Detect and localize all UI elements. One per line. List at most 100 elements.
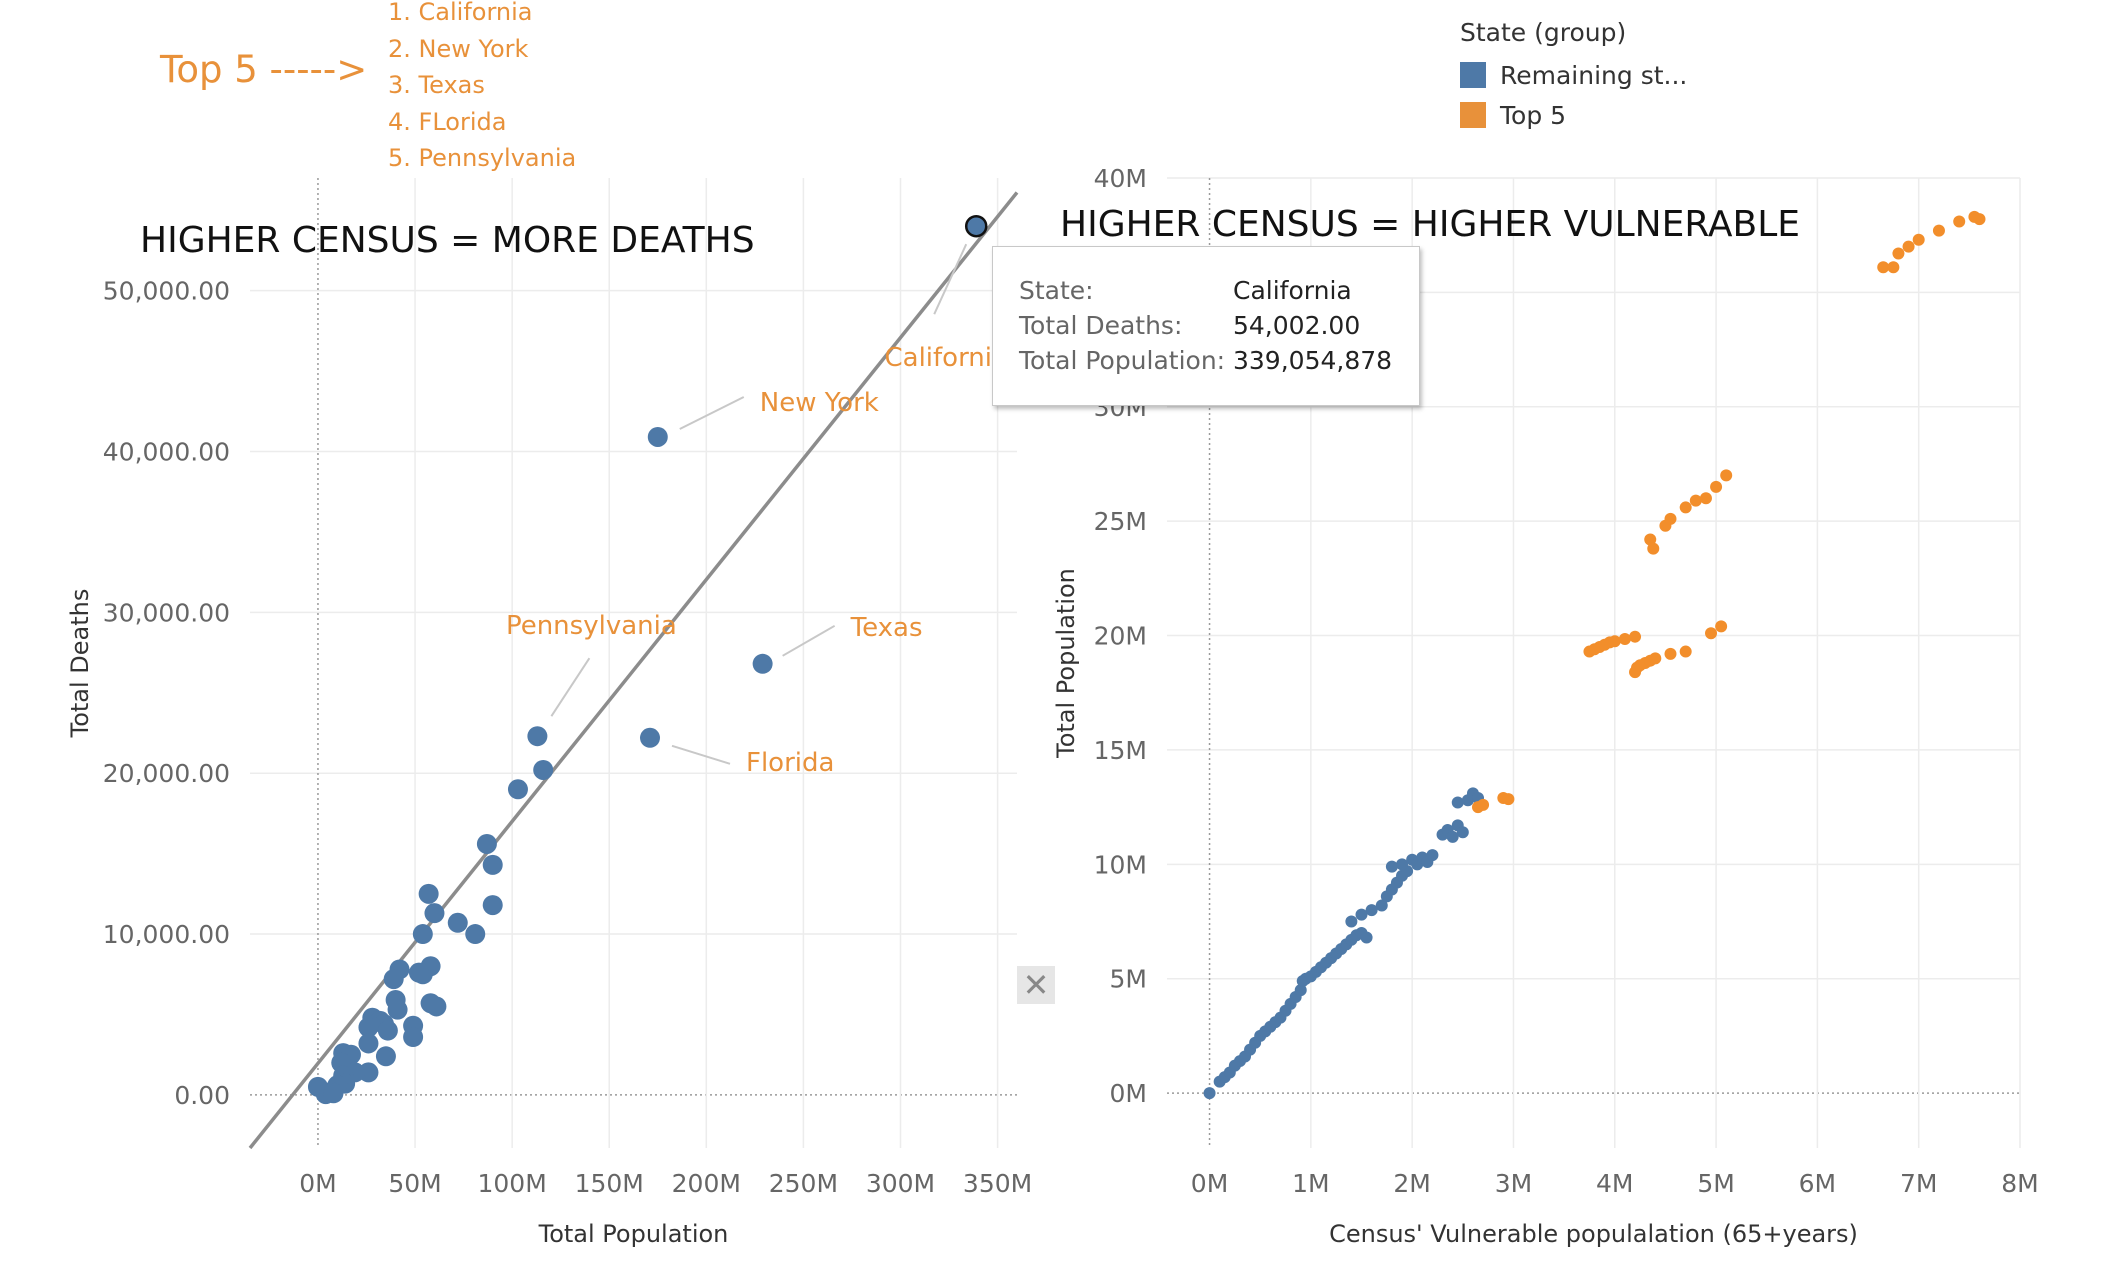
trend-line bbox=[248, 191, 1019, 1150]
data-point bbox=[375, 1046, 396, 1067]
leader-line bbox=[679, 396, 745, 430]
close-icon[interactable]: ✕ bbox=[1017, 966, 1055, 1004]
y-tick-label: 15M bbox=[1094, 736, 1147, 765]
legend-label: Remaining st... bbox=[1500, 60, 1688, 90]
top5-item: 3. Texas bbox=[388, 71, 485, 99]
legend-item-top5[interactable]: Top 5 bbox=[1460, 95, 1687, 135]
data-point bbox=[323, 1083, 344, 1104]
data-point bbox=[1720, 469, 1733, 482]
x-tick-label: 0M bbox=[1191, 1169, 1228, 1198]
legend-item-remaining[interactable]: Remaining st... bbox=[1460, 55, 1687, 95]
data-point bbox=[1887, 261, 1900, 274]
data-point bbox=[1689, 494, 1702, 507]
data-point bbox=[1715, 620, 1728, 633]
x-tick-label: 1M bbox=[1292, 1169, 1329, 1198]
data-point bbox=[377, 1020, 398, 1041]
data-point bbox=[1477, 798, 1490, 811]
tooltip-key: State: bbox=[1019, 276, 1094, 305]
y-tick-label: 25M bbox=[1094, 507, 1147, 536]
y-axis-title: Total Population bbox=[1052, 568, 1080, 759]
tooltip-row-deaths: Total Deaths: 54,002.00 bbox=[1019, 311, 1360, 340]
data-point bbox=[1679, 501, 1692, 514]
legend-swatch-blue bbox=[1460, 62, 1486, 88]
data-point bbox=[527, 726, 548, 747]
x-tick-label: 6M bbox=[1799, 1169, 1836, 1198]
x-tick-label: 7M bbox=[1900, 1169, 1937, 1198]
data-point bbox=[1644, 533, 1657, 546]
data-point bbox=[1375, 899, 1388, 912]
data-point bbox=[1649, 652, 1662, 665]
data-point bbox=[1699, 492, 1712, 505]
data-point bbox=[1451, 796, 1464, 809]
data-point bbox=[1456, 826, 1469, 839]
data-point bbox=[418, 883, 439, 904]
data-point bbox=[482, 854, 503, 875]
highlighted-point bbox=[964, 214, 988, 238]
data-point bbox=[1294, 984, 1307, 997]
leader-line bbox=[550, 657, 591, 717]
y-tick-label: 0M bbox=[1110, 1079, 1147, 1108]
data-point bbox=[412, 924, 433, 945]
tooltip-value: 54,002.00 bbox=[1233, 311, 1361, 340]
data-point bbox=[752, 653, 773, 674]
x-axis-title: Census' Vulnerable populalation (65+year… bbox=[1329, 1220, 1858, 1248]
top5-item: 2. New York bbox=[388, 34, 529, 63]
chart-title: HIGHER CENSUS = HIGHER VULNERABLE bbox=[1060, 204, 1800, 245]
y-tick-label: 40,000.00 bbox=[103, 437, 230, 466]
data-point bbox=[1877, 261, 1890, 274]
x-tick-label: 250M bbox=[769, 1169, 838, 1198]
leader-line bbox=[671, 744, 731, 765]
y-tick-label: 0.00 bbox=[174, 1081, 230, 1110]
data-point bbox=[1203, 1087, 1216, 1100]
data-point bbox=[533, 759, 554, 780]
data-point bbox=[408, 962, 429, 983]
x-tick-label: 8M bbox=[2001, 1169, 2038, 1198]
x-tick-label: 0M bbox=[299, 1169, 336, 1198]
x-tick-label: 5M bbox=[1697, 1169, 1734, 1198]
data-point bbox=[447, 912, 468, 933]
data-point bbox=[424, 903, 445, 924]
data-point bbox=[1385, 860, 1398, 873]
y-axis-title: Total Deaths bbox=[66, 589, 94, 739]
tooltip-value: California bbox=[1233, 276, 1352, 305]
tooltip-row-population: Total Population: 339,054,878 bbox=[1019, 346, 1392, 375]
y-tick-label: 5M bbox=[1110, 965, 1147, 994]
y-tick-label: 50,000.00 bbox=[103, 277, 230, 306]
x-tick-label: 2M bbox=[1393, 1169, 1430, 1198]
leader-line bbox=[933, 243, 968, 315]
y-tick-label: 40M bbox=[1094, 164, 1147, 193]
chart-title: HIGHER CENSUS = MORE DEATHS bbox=[140, 220, 755, 261]
x-axis-title: Total Population bbox=[538, 1220, 729, 1248]
legend-label: Top 5 bbox=[1500, 100, 1567, 130]
data-point bbox=[1953, 215, 1966, 228]
data-point bbox=[1664, 512, 1677, 525]
y-tick-label: 20,000.00 bbox=[103, 759, 230, 788]
top5-item: 1. California bbox=[388, 0, 533, 26]
data-point bbox=[1912, 233, 1925, 246]
tooltip-key: Total Population: bbox=[1019, 346, 1226, 375]
x-tick-label: 150M bbox=[575, 1169, 644, 1198]
tooltip-key: Total Deaths: bbox=[1019, 311, 1183, 340]
data-point bbox=[426, 996, 447, 1017]
x-tick-label: 4M bbox=[1596, 1169, 1633, 1198]
data-point bbox=[1647, 542, 1660, 555]
legend-title: State (group) bbox=[1460, 18, 1627, 47]
data-point bbox=[1426, 849, 1439, 862]
legend-swatch-orange bbox=[1460, 102, 1486, 128]
legend: State (group) Remaining st... Top 5 bbox=[1460, 18, 1687, 135]
y-tick-label: 10M bbox=[1094, 850, 1147, 879]
data-point bbox=[1446, 830, 1459, 843]
data-point bbox=[465, 924, 486, 945]
data-point bbox=[1932, 224, 1945, 237]
data-point bbox=[1973, 213, 1986, 226]
top5-item: 4. FLorida bbox=[388, 107, 507, 136]
data-point bbox=[1396, 858, 1409, 871]
data-point bbox=[358, 1017, 379, 1038]
data-point bbox=[1902, 240, 1915, 253]
data-point bbox=[482, 895, 503, 916]
data-point bbox=[507, 779, 528, 800]
data-point bbox=[1608, 635, 1621, 648]
tooltip: State: California Total Deaths: 54,002.00 … bbox=[992, 246, 1420, 406]
x-tick-label: 100M bbox=[477, 1169, 546, 1198]
data-point bbox=[383, 969, 404, 990]
